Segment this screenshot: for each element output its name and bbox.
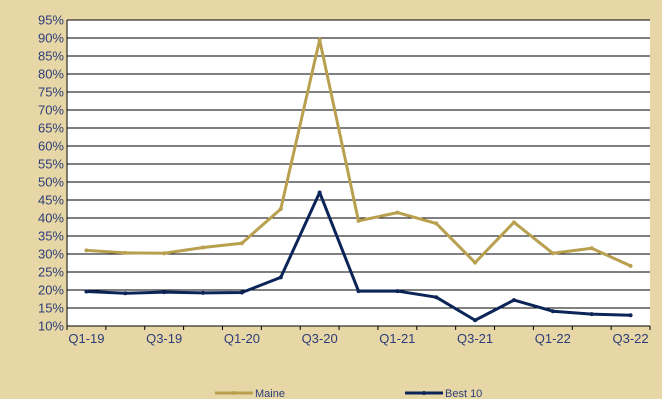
data-point (473, 260, 478, 265)
y-tick-label: 15% (38, 301, 64, 316)
data-point (162, 251, 167, 256)
x-tick-label: Q3-22 (612, 331, 648, 346)
data-point (589, 312, 594, 317)
data-point (162, 290, 167, 295)
data-point (84, 289, 89, 294)
x-tick-label: Q1-22 (535, 331, 571, 346)
y-tick-label: 45% (38, 193, 64, 208)
data-point (239, 241, 244, 246)
y-tick-label: 60% (38, 139, 64, 154)
y-tick-label: 80% (38, 67, 64, 82)
y-tick-label: 95% (38, 13, 64, 28)
y-tick-label: 65% (38, 121, 64, 136)
data-point (434, 295, 439, 300)
data-point (473, 318, 478, 323)
x-tick-label: Q3-20 (302, 331, 338, 346)
data-point (628, 263, 633, 268)
data-point (123, 250, 128, 255)
data-point (395, 289, 400, 294)
data-point (589, 246, 594, 251)
x-tick-label: Q3-19 (146, 331, 182, 346)
data-point (395, 210, 400, 215)
data-point (356, 218, 361, 223)
data-point (550, 309, 555, 314)
data-point (84, 248, 89, 253)
data-point (123, 291, 128, 296)
data-point (550, 251, 555, 256)
x-tick-label: Q1-21 (379, 331, 415, 346)
data-point (239, 290, 244, 295)
legend-label: Best 10 (445, 388, 482, 399)
data-point (201, 290, 206, 295)
y-tick-label: 25% (38, 265, 64, 280)
data-point (278, 275, 283, 280)
legend-marker-0 (232, 391, 236, 395)
y-tick-label: 75% (38, 85, 64, 100)
data-point (511, 298, 516, 303)
data-point (317, 37, 322, 42)
data-point (201, 245, 206, 250)
y-tick-label: 90% (38, 31, 64, 46)
data-point (628, 313, 633, 318)
x-tick-label: Q1-19 (68, 331, 104, 346)
x-tick-label: Q1-20 (224, 331, 260, 346)
y-tick-label: 55% (38, 157, 64, 172)
y-tick-label: 40% (38, 211, 64, 226)
y-tick-label: 35% (38, 229, 64, 244)
legend-marker-1 (422, 391, 426, 395)
y-tick-label: 85% (38, 49, 64, 64)
x-tick-label: Q3-21 (457, 331, 493, 346)
data-point (434, 221, 439, 226)
data-point (511, 220, 516, 225)
legend-label: Maine (255, 388, 285, 399)
data-point (278, 207, 283, 211)
y-tick-label: 20% (38, 283, 64, 298)
y-tick-label: 50% (38, 175, 64, 190)
y-tick-label: 30% (38, 247, 64, 262)
data-point (356, 289, 361, 294)
plot-area (67, 20, 650, 326)
y-tick-label: 10% (38, 319, 64, 334)
data-point (317, 190, 322, 195)
y-tick-label: 70% (38, 103, 64, 118)
